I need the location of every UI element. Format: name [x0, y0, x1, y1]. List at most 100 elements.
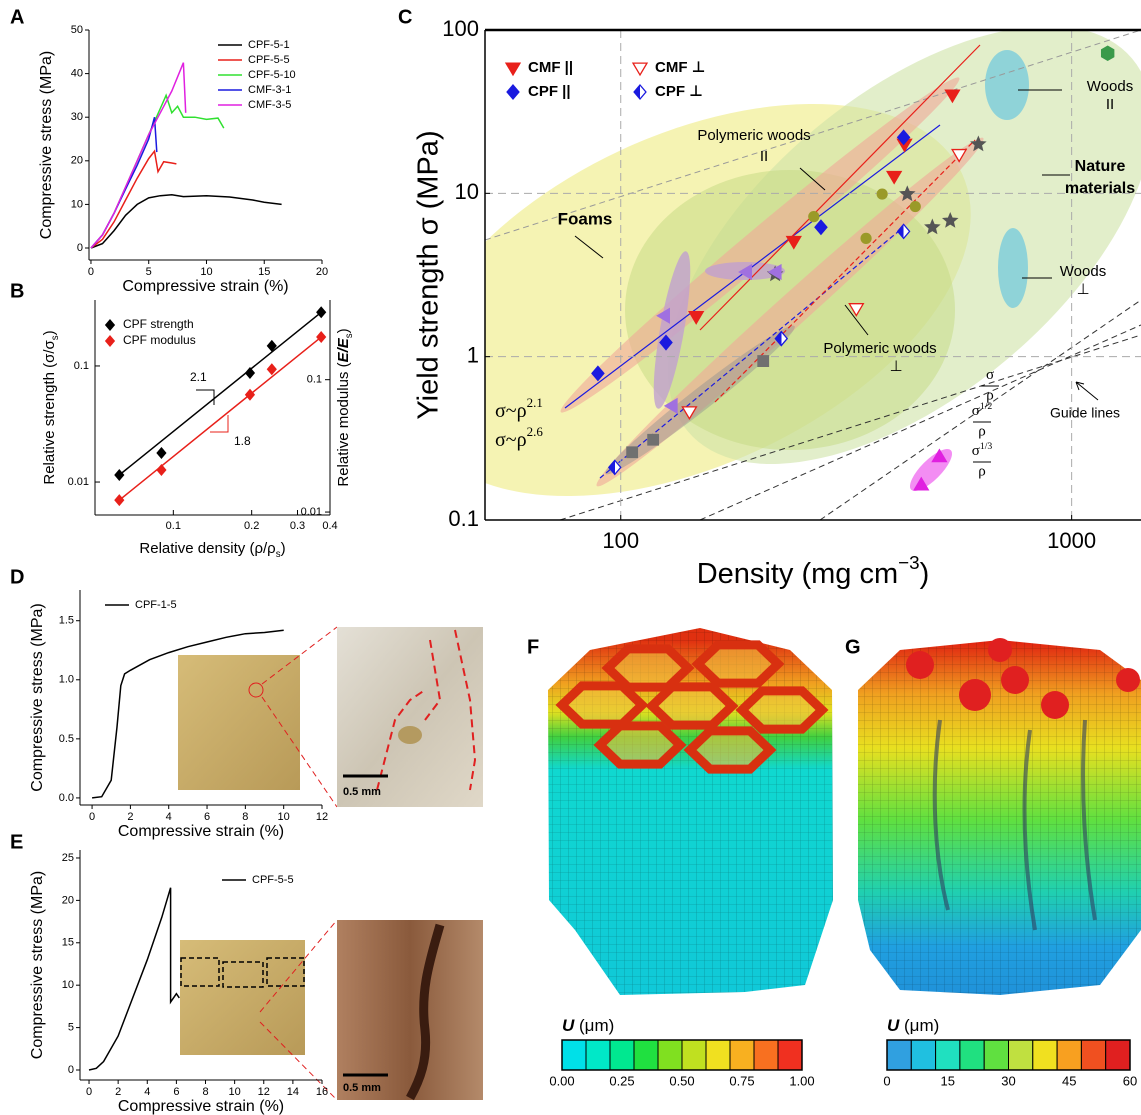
legend-marker: [506, 63, 520, 75]
colorbar-cell: [936, 1040, 960, 1070]
fraction-numerator-part: σ: [972, 403, 980, 419]
y2-axis-label-part: Relative modulus (: [335, 362, 352, 486]
fem-cell: [742, 691, 822, 729]
colorbar-title-part: (μm): [574, 1016, 614, 1035]
annotation: Polymeric woods: [697, 127, 810, 144]
colorbar-tick-label: 15: [941, 1073, 955, 1088]
legend-label: CMF-3-1: [248, 84, 291, 96]
colorbar-tick-label: 0: [883, 1073, 890, 1088]
marker: [808, 211, 819, 222]
x-axis-label-part: ): [920, 558, 930, 590]
y-tick-label: 40: [71, 68, 83, 80]
legend-marker: [106, 336, 115, 346]
y-tick-label: 0.1: [74, 360, 89, 372]
legend-marker: [507, 85, 519, 99]
legend-marker: [634, 85, 646, 99]
colorbar-cell: [658, 1040, 682, 1070]
annotation-part: σ~ρ: [495, 429, 527, 451]
colorbar-cell: [984, 1040, 1008, 1070]
legend-label: CPF ||: [528, 83, 571, 100]
slope-mark: [196, 390, 214, 405]
y-axis-label: Compressive stress (MPa): [29, 871, 46, 1059]
y-axis-label: Relative strength (σ/σs): [41, 330, 61, 484]
colorbar-cell: [586, 1040, 610, 1070]
y-tick-label: 5: [68, 1021, 74, 1033]
photo-cube: [178, 655, 300, 790]
marker: [268, 364, 277, 374]
colorbar-tick-label: 1.00: [789, 1073, 814, 1088]
x-axis-label-part: −3: [898, 552, 920, 573]
annotation-part: 2.6: [527, 424, 544, 439]
fit-line: [119, 337, 321, 500]
annotation: materials: [1065, 180, 1135, 197]
fem-cell: [562, 686, 642, 724]
annotation-part: 2.1: [527, 395, 543, 410]
annotation: Foams: [558, 209, 613, 228]
x-tick-label: 1000: [1047, 528, 1096, 553]
colorbar-cell: [960, 1040, 984, 1070]
y2-tick-label: 0.01: [301, 506, 322, 518]
fraction-numerator-part: σ: [972, 443, 980, 459]
x-tick-label: 12: [316, 811, 328, 823]
hotspot: [1001, 666, 1029, 694]
series-line: [89, 888, 179, 1070]
colorbar-title-part: U: [562, 1016, 575, 1035]
x-tick-label: 20: [316, 266, 328, 278]
y-tick-label: 15: [62, 937, 74, 949]
annotation: 1.8: [234, 434, 251, 448]
x-tick-label: 4: [166, 811, 172, 823]
y-tick-label: 0.5: [59, 733, 74, 745]
colorbar-tick-label: 0.00: [549, 1073, 574, 1088]
colorbar-cell: [754, 1040, 778, 1070]
y-tick-label: 0.01: [68, 476, 89, 488]
panel-label: D: [10, 566, 24, 588]
legend-label: CPF-5-5: [248, 54, 290, 66]
y-tick-label: 10: [455, 179, 479, 204]
hotspot: [906, 651, 934, 679]
fraction-denominator: ρ: [978, 423, 986, 439]
colorbar-title: U (μm): [887, 1016, 939, 1035]
colorbar-tick-label: 0.75: [729, 1073, 754, 1088]
fem-cell: [608, 649, 688, 687]
x-axis-label-part: Density (mg cm: [697, 558, 898, 590]
legend-label: CPF-5-1: [248, 39, 290, 51]
y2-axis-label: Relative modulus (E/Es): [335, 328, 355, 486]
regions: [348, 0, 1141, 576]
fraction-numerator: σ: [986, 367, 994, 383]
legend-marker: [633, 63, 647, 75]
x-tick-label: 0.2: [244, 520, 259, 532]
colorbar-cell: [682, 1040, 706, 1070]
x-tick-label: 8: [242, 811, 248, 823]
x-tick-label: 100: [602, 528, 639, 553]
colorbar-tick-label: 0.25: [609, 1073, 634, 1088]
legend-label: CPF-1-5: [135, 599, 177, 611]
marker: [157, 465, 166, 475]
fem-cell: [690, 731, 770, 769]
marker: [115, 470, 124, 480]
marker: [115, 495, 124, 505]
panel-label: G: [845, 636, 861, 658]
y-tick-label: 0.1: [448, 506, 479, 531]
marker: [317, 307, 326, 317]
band: [904, 443, 958, 497]
legend-label: CMF ||: [528, 59, 573, 76]
marker: [648, 434, 659, 445]
colorbar-title-part: U: [887, 1016, 900, 1035]
x-tick-label: 10: [229, 1086, 241, 1098]
hotspot: [1041, 691, 1069, 719]
photo-zoom: [337, 920, 483, 1100]
woods-region: [998, 228, 1028, 308]
x-tick-label: 16: [316, 1086, 328, 1098]
legend-label: CPF-5-10: [248, 69, 296, 81]
y2-axis-label-part: ): [335, 328, 352, 333]
annotation: II: [760, 148, 768, 165]
figure: A0510152001020304050Compressive strain (…: [0, 0, 1141, 1115]
y-tick-label: 10: [71, 198, 83, 210]
annotation: Woods: [1060, 263, 1106, 280]
x-tick-label: 4: [144, 1086, 150, 1098]
y-tick-label: 0.0: [59, 792, 74, 804]
y-axis-label-part: ): [41, 330, 58, 335]
y-tick-label: 100: [442, 16, 479, 41]
marker: [877, 188, 888, 199]
annotation: Nature: [1075, 158, 1126, 175]
